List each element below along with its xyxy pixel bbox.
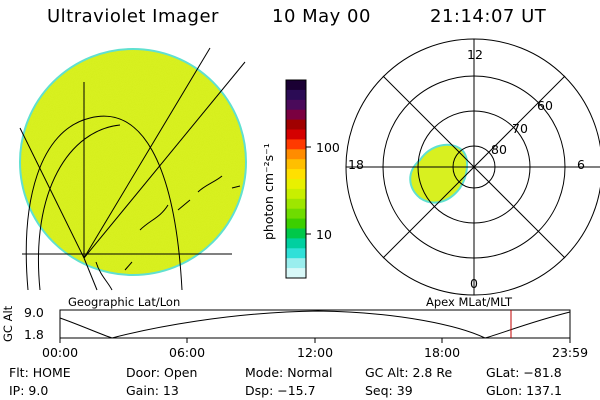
altitude-ymin-label: 1.8 xyxy=(24,327,44,342)
mlt-6-label: 6 xyxy=(577,157,585,172)
colorbar-swatch xyxy=(286,258,306,269)
colorbar-swatch xyxy=(286,159,306,170)
colorbar-swatch xyxy=(286,208,306,220)
colorbar-swatch xyxy=(286,218,306,229)
status-gain: Gain: 13 xyxy=(126,383,179,398)
colorbar-swatch xyxy=(286,248,306,259)
geographic-grid-lines xyxy=(19,47,246,291)
mlt-0-label: 0 xyxy=(470,276,478,291)
time-tick-0600: 06:00 xyxy=(169,345,206,360)
colorbar-swatch xyxy=(286,119,306,130)
time-tick-1800: 18:00 xyxy=(424,345,461,360)
altitude-axis-title: GC Alt xyxy=(1,305,15,342)
colorbar-swatch xyxy=(286,228,306,239)
colorbar-swatch xyxy=(286,80,306,91)
altitude-plot xyxy=(59,309,571,343)
colorbar-swatch xyxy=(286,169,306,180)
altitude-curve xyxy=(59,310,571,339)
colorbar-swatch xyxy=(286,179,306,190)
mlat-80-label: 80 xyxy=(491,142,507,157)
status-mode: Mode: Normal xyxy=(245,365,333,380)
status-seq: Seq: 39 xyxy=(365,383,413,398)
status-dsp: Dsp: −15.7 xyxy=(245,383,316,398)
colorbar-swatch xyxy=(286,238,306,249)
apex-projection-label: Apex MLat/MLT xyxy=(426,295,513,309)
colorbar-unit-label: photon cm⁻²s⁻¹ xyxy=(261,143,276,240)
instrument-title: Ultraviolet Imager xyxy=(47,6,219,27)
colorbar-swatch xyxy=(286,188,306,200)
mlat-70-label: 70 xyxy=(512,121,528,136)
mlat-60-label: 60 xyxy=(537,98,553,113)
colorbar-swatch xyxy=(286,149,306,160)
status-gc-alt: GC Alt: 2.8 Re xyxy=(365,365,453,380)
colorbar-swatch xyxy=(286,268,306,279)
time-tick-0000: 00:00 xyxy=(42,345,79,360)
colorbar xyxy=(285,79,311,279)
status-ip: IP: 9.0 xyxy=(9,383,49,398)
colorbar-swatch xyxy=(286,109,306,121)
polar-plot xyxy=(345,38,600,296)
earth-disk xyxy=(19,48,247,276)
colorbar-swatch xyxy=(286,89,306,101)
colorbar-swatch xyxy=(286,99,306,111)
time-tick-2359: 23:59 xyxy=(552,345,589,360)
status-glon: GLon: 137.1 xyxy=(486,383,562,398)
colorbar-swatch xyxy=(286,129,306,140)
status-door: Door: Open xyxy=(126,365,198,380)
mlt-12-label: 12 xyxy=(467,47,483,62)
status-glat: GLat: −81.8 xyxy=(486,365,562,380)
colorbar-swatch xyxy=(286,139,306,150)
colorbar-tick-10: 10 xyxy=(316,227,332,242)
geographic-projection-label: Geographic Lat/Lon xyxy=(68,295,181,309)
colorbar-tick-100: 100 xyxy=(316,140,340,155)
date-label: 10 May 00 xyxy=(272,6,371,27)
colorbar-swatch xyxy=(286,198,306,210)
status-flight: Flt: HOME xyxy=(9,365,71,380)
mlt-18-label: 18 xyxy=(348,157,364,172)
time-label: 21:14:07 UT xyxy=(430,6,547,27)
time-tick-1200: 12:00 xyxy=(297,345,334,360)
altitude-ymax-label: 9.0 xyxy=(24,305,44,320)
